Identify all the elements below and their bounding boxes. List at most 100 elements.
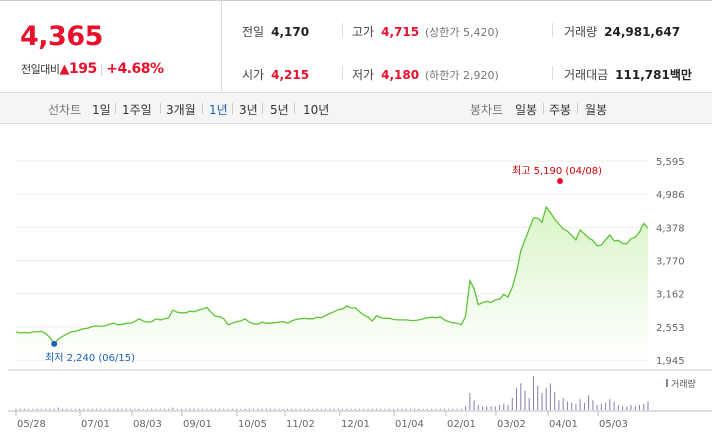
volume-bar [469,393,471,410]
volume-bar [426,408,428,410]
volume-bar [639,405,640,410]
up-triangle-icon: ▲ [59,62,69,77]
volume-bar [274,408,276,410]
volume-bar [185,408,187,410]
volume-bar [541,393,543,410]
volume-bar [74,408,76,410]
period-3y[interactable]: 3년 [239,103,258,117]
volume-bar [524,390,526,410]
volume-bar [507,405,509,410]
volume-bar [342,408,344,410]
volume-bar [291,408,293,410]
volume-bar [393,408,394,410]
volume-bar [36,408,38,410]
volume-bar [367,408,369,410]
volume-bar [363,408,365,410]
max-marker [557,178,563,184]
change-label: 전일대비 [21,63,60,76]
change-amount: 195 [68,61,97,77]
volume-bar [189,408,191,410]
volume-bar [176,408,178,410]
volume-bar [168,408,170,410]
volume-bar [130,408,131,410]
volume-bar [617,405,619,410]
volume-bar [104,408,106,410]
volume-bar [337,408,339,410]
volume-bar [592,400,594,410]
candle-daily[interactable]: 일봉 [515,103,538,117]
volume-bar [223,408,225,410]
volume-bar [49,408,51,410]
volume-bar [62,408,64,410]
volume-bar [270,408,271,410]
volume-bar [303,408,305,410]
volume-bar [460,408,462,410]
y-tick-label: 2,553 [656,323,685,334]
y-tick-label: 3,162 [656,290,685,301]
y-tick-label: 4,986 [656,190,685,201]
period-5y[interactable]: 5년 [270,103,289,117]
volume-bar [253,408,254,410]
candle-weekly[interactable]: 주봉 [549,103,572,117]
price-chart-svg: 5,595 4,986 4,378 3,770 3,162 2,553 1,945 최고 5,… [8,157,712,430]
price-chart: 5,595 4,986 4,378 3,770 3,162 2,553 1,945 최고 5,… [0,124,712,444]
volume-bar [609,399,611,410]
volume-bar [490,406,492,410]
volume: 거래량 24,981,647 [564,25,681,39]
volume-bar [325,408,327,410]
volume-bar [79,408,81,410]
volume-bar [236,408,238,410]
volume-bar [96,408,98,410]
y-tick-label: 1,945 [656,356,685,367]
volume-bar [316,408,318,410]
period-10y[interactable]: 10년 [303,103,330,117]
volume-bar [571,402,573,410]
candle-monthly[interactable]: 월봉 [585,103,608,117]
volume-bar [588,395,590,410]
period-3m[interactable]: 3개월 [166,103,196,117]
volume-bar [605,402,607,410]
y-tick-label: 3,770 [656,257,685,268]
price-stats: 전일 4,170 고가 4,715 (상한가 5,420) 거래량 24,981,64… [222,0,712,92]
period-1y[interactable]: 1년 [209,103,228,117]
volume-bar [282,408,284,410]
volume-bar [142,408,144,410]
volume-bar [210,408,212,410]
candle-chart-label: 봉차트 [470,103,504,117]
volume-bar [70,408,72,410]
price-summary: 4,365 전일대비▲195 | +4.68% [0,0,222,92]
volume-bar [278,408,280,410]
volume-bar [354,408,356,410]
volume-bar [448,408,450,410]
volume-bar [520,383,522,410]
volume-bar [516,388,517,410]
volume-bar [240,408,242,410]
chart-period-bar: 선차트 1일 1주일 3개월 1년 3년 5년 10년 봉차트 일봉 주봉 월봉 [0,92,712,124]
volume-bar [558,400,560,410]
volume-bar [503,403,505,410]
period-1d[interactable]: 1일 [92,103,111,117]
volume-bar [575,403,577,410]
volume-bar [53,408,55,410]
volume-bar [295,408,297,410]
volume-bar [32,408,34,410]
volume-bar [456,408,458,410]
volume-legend-swatch [666,379,668,387]
volume-bar [579,399,581,410]
volume-bar [193,408,195,410]
volume-bar [134,408,136,410]
volume-bar [219,408,221,410]
open-price: 시가 4,215 [242,68,310,82]
x-tick-label: 05/28 [17,419,46,430]
period-1w[interactable]: 1주일 [122,103,152,117]
volume-bar [494,406,496,410]
volume-bar [333,408,335,410]
volume-bar [350,408,352,410]
volume-bar [499,405,500,410]
volume-bar [312,408,314,410]
volume-bar [528,397,530,410]
volume-bar [117,408,119,410]
volume-bar [439,408,441,410]
change-row: 전일대비▲195 | +4.68% [21,61,164,77]
volume-bar [562,397,564,410]
